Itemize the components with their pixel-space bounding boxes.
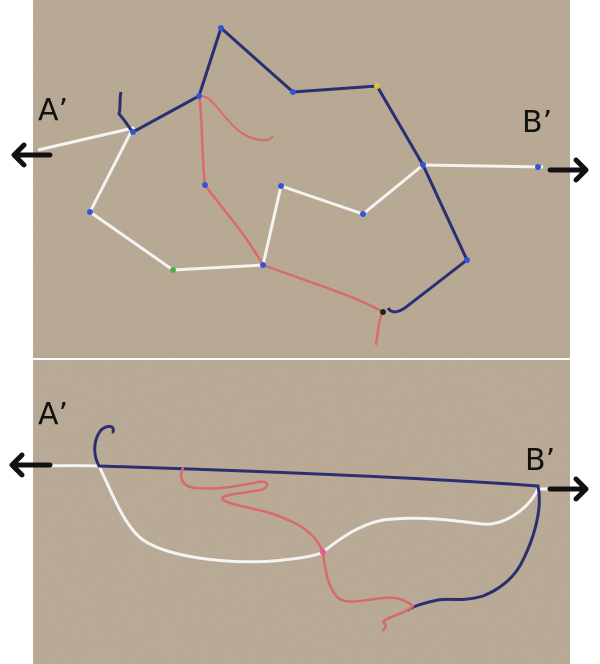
top-label-b-prime: B’ — [522, 105, 553, 140]
bottom-label-a-prime: A’ — [38, 397, 69, 432]
pin-icon — [464, 257, 470, 263]
pin-icon — [380, 309, 386, 315]
pin-icon — [535, 164, 541, 170]
pin-icon — [320, 549, 326, 555]
pin-icon — [87, 209, 93, 215]
arrow-right-icon — [547, 157, 589, 183]
pin-icon — [218, 25, 224, 31]
pin-icon — [278, 183, 284, 189]
pin-icon — [196, 93, 202, 99]
red-string-tail — [200, 95, 274, 142]
pin-icon — [170, 267, 176, 273]
bottom-label-b-prime: B’ — [525, 443, 556, 478]
arrow-right-icon — [547, 476, 589, 502]
pin-icon — [360, 211, 366, 217]
blue-string — [93, 424, 541, 612]
red-string — [179, 466, 415, 632]
pin-icon — [290, 89, 296, 95]
pin-icon — [130, 129, 136, 135]
bottom-photo — [33, 360, 570, 664]
cardboard-texture — [33, 0, 570, 358]
pins — [87, 25, 541, 315]
arrow-left-icon — [11, 142, 53, 168]
bottom-photo-canvas — [33, 360, 570, 664]
top-label-a-prime: A’ — [38, 93, 69, 128]
arrow-left-icon — [9, 452, 53, 478]
pin-icon — [374, 83, 380, 89]
pin-icon — [420, 162, 426, 168]
white-string — [34, 464, 570, 564]
pin-icon — [260, 262, 266, 268]
top-photo-canvas — [33, 0, 570, 358]
top-photo — [33, 0, 570, 358]
cardboard-texture — [33, 360, 570, 664]
pin-icon — [202, 182, 208, 188]
